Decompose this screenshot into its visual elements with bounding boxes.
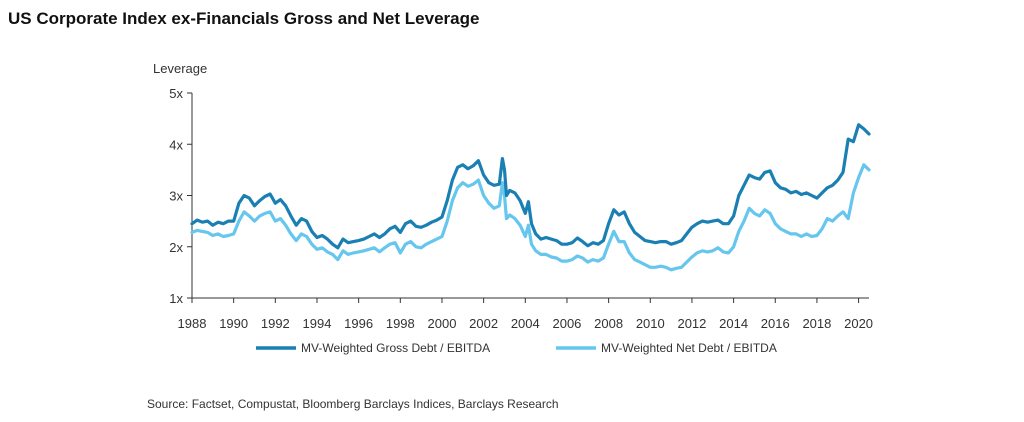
y-tick-label: 4x [169, 137, 183, 152]
source-note: Source: Factset, Compustat, Bloomberg Ba… [147, 397, 559, 411]
y-axis-label: Leverage [153, 61, 207, 76]
x-tick-label: 1992 [261, 316, 290, 331]
legend-label: MV-Weighted Gross Debt / EBITDA [301, 341, 490, 355]
legend: MV-Weighted Gross Debt / EBITDA MV-Weight… [256, 341, 777, 355]
x-tick-label: 2018 [802, 316, 831, 331]
x-tick-label: 2014 [719, 316, 748, 331]
x-tick-label: 1988 [178, 316, 207, 331]
x-tick-label: 2012 [677, 316, 706, 331]
x-tick-label: 1996 [344, 316, 373, 331]
x-tick-label: 1994 [303, 316, 332, 331]
x-axis: 1988 1990 1992 1994 1996 1998 2000 2002 2004 2006… [178, 297, 873, 331]
x-tick-label: 2002 [469, 316, 498, 331]
x-tick-label: 1998 [386, 316, 415, 331]
x-tick-label: 2016 [761, 316, 790, 331]
gross-debt-line [190, 123, 871, 250]
x-tick-label: 2010 [636, 316, 665, 331]
series-layer [190, 123, 871, 272]
x-tick-label: 2004 [511, 316, 540, 331]
x-tick-label: 2006 [552, 316, 581, 331]
y-tick-label: 3x [169, 189, 183, 204]
x-tick-label: 2020 [844, 316, 873, 331]
x-tick-label: 1990 [219, 316, 248, 331]
x-tick-label: 2000 [428, 316, 457, 331]
x-tick-label: 2008 [594, 316, 623, 331]
y-axis: 1x 2x 3x 4x 5x [169, 86, 193, 306]
page-title: US Corporate Index ex-Financials Gross a… [8, 9, 480, 28]
legend-label: MV-Weighted Net Debt / EBITDA [601, 341, 777, 355]
net-debt-line [190, 163, 871, 272]
y-tick-label: 1x [169, 291, 183, 306]
y-tick-label: 2x [169, 240, 183, 255]
y-tick-label: 5x [169, 86, 183, 101]
